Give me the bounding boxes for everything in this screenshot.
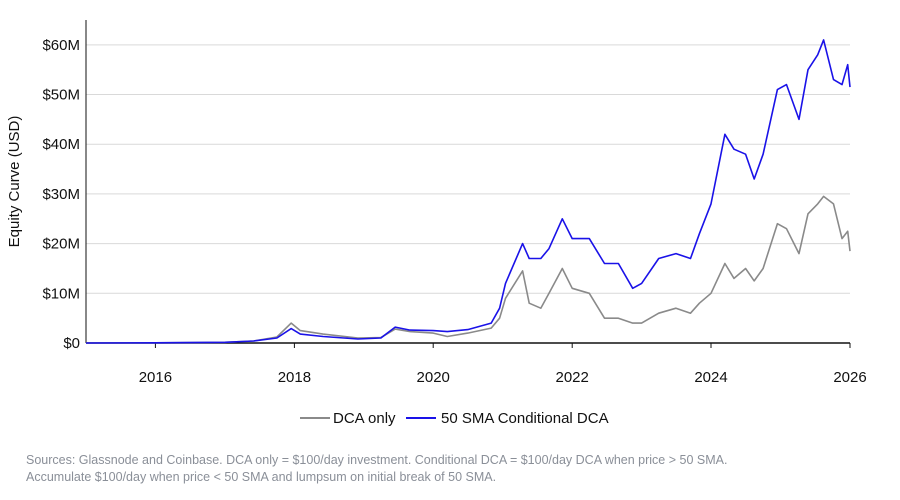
x-tick-label: 2022 <box>556 369 589 386</box>
y-axis-label: Equity Curve (USD) <box>6 116 23 248</box>
equity-curve-chart: $0$10M$20M$30M$40M$50M$60M 2016 2018 2020 2… <box>6 20 867 427</box>
y-tick-label: $0 <box>63 335 80 352</box>
legend-label: DCA only <box>333 410 396 427</box>
x-tick-label: 2018 <box>278 369 311 386</box>
series-line-50-sma-conditional-dca <box>85 39 851 344</box>
x-tick-label: 2020 <box>417 369 450 386</box>
y-tick-label: $30M <box>42 186 80 203</box>
x-tick-label: 2016 <box>139 369 172 386</box>
y-tick-label: $50M <box>42 87 80 104</box>
series-line-dca-only <box>85 195 851 344</box>
grid-lines <box>86 44 850 294</box>
source-note: Sources: Glassnode and Coinbase. DCA onl… <box>26 452 886 486</box>
x-tick-label: 2026 <box>833 369 866 386</box>
y-tick-label: $40M <box>42 136 80 153</box>
y-tick-label: $10M <box>42 285 80 302</box>
y-tick-label: $20M <box>42 236 80 253</box>
legend-label: 50 SMA Conditional DCA <box>441 410 609 427</box>
legend: DCA only 50 SMA Conditional DCA <box>300 410 609 427</box>
source-note-line-1: Sources: Glassnode and Coinbase. DCA onl… <box>26 453 728 467</box>
y-axis-ticks: $0 $10M $20M $30M $40M $50M $60M <box>42 37 80 352</box>
x-tick-label: 2024 <box>694 369 727 386</box>
series-lines <box>85 39 851 344</box>
x-axis-ticks: 2016 2018 2020 2022 2024 2026 <box>139 343 867 386</box>
source-note-line-2: Accumulate $100/day when price < 50 SMA … <box>26 470 497 484</box>
y-tick-label: $60M <box>42 37 80 54</box>
axes <box>85 20 850 344</box>
